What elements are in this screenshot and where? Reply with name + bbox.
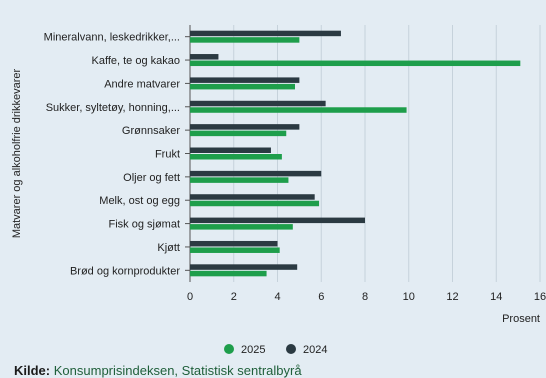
x-tick-label: 14 [490, 291, 502, 303]
bar-2024 [190, 217, 365, 224]
category-label: Mineralvann, leskedrikker,... [44, 32, 180, 44]
category-label: Brød og kornprodukter [70, 265, 180, 277]
source-line: Kilde: Konsumprisindeksen, Statistisk se… [14, 363, 302, 378]
bar-2025 [190, 177, 289, 183]
bar-2025 [190, 247, 280, 253]
bar-2025 [190, 270, 267, 277]
x-tick-label: 6 [318, 291, 324, 303]
category-label: Andre matvarer [104, 78, 180, 90]
x-tick-label: 10 [403, 291, 415, 303]
x-axis-label: Prosent [502, 313, 540, 325]
category-label: Grønnsaker [122, 125, 180, 137]
bar-2025 [190, 107, 407, 113]
x-tick-label: 16 [534, 291, 546, 303]
y-axis-label: Matvarer og alkoholfrie drikkevarer [11, 68, 23, 238]
category-label: Kaffe, te og kakao [92, 55, 180, 67]
bar-2024 [190, 264, 298, 270]
legend-label: 2024 [303, 344, 327, 356]
bar-2025 [190, 130, 287, 137]
category-label: Frukt [155, 149, 180, 161]
bar-2024 [190, 54, 219, 60]
legend-label: 2025 [241, 344, 265, 356]
bar-2024 [190, 77, 300, 83]
category-label: Sukker, syltetøy, honning,... [46, 102, 180, 114]
bar-2025 [190, 154, 282, 160]
bar-2024 [190, 124, 300, 130]
bar-2024 [190, 194, 315, 200]
category-label: Kjøtt [157, 242, 180, 254]
bar-2024 [190, 147, 271, 153]
x-tick-label: 0 [187, 291, 193, 303]
source-link[interactable]: Konsumprisindeksen, Statistisk sentralby… [53, 363, 302, 378]
bar-2025 [190, 37, 300, 43]
bar-2024 [190, 30, 341, 37]
x-tick-label: 8 [362, 291, 368, 303]
legend-marker [224, 344, 234, 354]
bar-2025 [190, 224, 293, 230]
bar-2025 [190, 200, 320, 207]
legend-marker [286, 344, 296, 354]
bar-2024 [190, 100, 326, 107]
x-tick-label: 4 [274, 291, 280, 303]
category-label: Fisk og sjømat [108, 219, 180, 231]
category-label: Oljer og fett [123, 172, 180, 184]
x-tick-label: 2 [231, 291, 237, 303]
bar-2025 [190, 83, 295, 90]
bar-2024 [190, 170, 322, 177]
bar-2025 [190, 60, 521, 67]
x-tick-label: 12 [446, 291, 458, 303]
source-label: Kilde: [14, 363, 51, 378]
category-label: Melk, ost og egg [99, 195, 180, 207]
bar-2024 [190, 240, 278, 247]
